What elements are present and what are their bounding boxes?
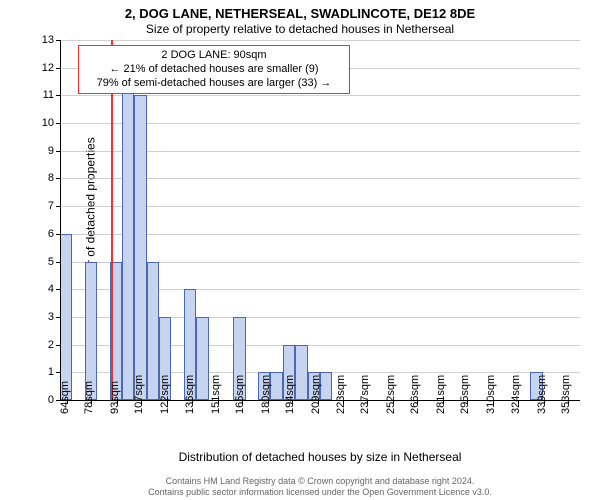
y-tick-label: 10	[14, 117, 54, 129]
footer-attribution: Contains HM Land Registry data © Crown c…	[60, 476, 580, 498]
annotation-line-1: 2 DOG LANE: 90sqm	[87, 49, 341, 63]
y-axis-line	[60, 40, 61, 400]
gridline	[60, 40, 580, 41]
y-tick-label: 12	[14, 62, 54, 74]
histogram-bar	[295, 345, 307, 400]
histogram-bar	[134, 95, 146, 400]
y-tick-label: 11	[14, 89, 54, 101]
reference-annotation-box: 2 DOG LANE: 90sqm ← 21% of detached hous…	[78, 45, 350, 94]
y-tick-label: 4	[14, 283, 54, 295]
histogram-bar	[60, 234, 72, 400]
x-axis-title: Distribution of detached houses by size …	[60, 450, 580, 464]
y-tick-label: 13	[14, 34, 54, 46]
footer-line-1: Contains HM Land Registry data © Crown c…	[166, 476, 475, 486]
annotation-line-2: ← 21% of detached houses are smaller (9)	[87, 63, 341, 77]
histogram-bar	[270, 372, 282, 400]
property-size-chart: 2, DOG LANE, NETHERSEAL, SWADLINCOTE, DE…	[0, 0, 600, 500]
chart-subtitle: Size of property relative to detached ho…	[0, 22, 600, 36]
y-tick-label: 5	[14, 256, 54, 268]
y-tick-label: 1	[14, 366, 54, 378]
histogram-bar	[122, 68, 134, 400]
histogram-bar	[85, 262, 97, 400]
y-tick-label: 0	[14, 394, 54, 406]
y-tick-label: 9	[14, 145, 54, 157]
y-tick-label: 8	[14, 172, 54, 184]
histogram-bar	[196, 317, 208, 400]
y-tick-label: 7	[14, 200, 54, 212]
y-tick-label: 2	[14, 339, 54, 351]
histogram-bar	[147, 262, 159, 400]
y-tick-label: 6	[14, 228, 54, 240]
footer-line-2: Contains public sector information licen…	[148, 487, 492, 497]
annotation-line-3: 79% of semi-detached houses are larger (…	[87, 77, 341, 91]
x-axis-line	[60, 400, 580, 401]
chart-title-address: 2, DOG LANE, NETHERSEAL, SWADLINCOTE, DE…	[0, 6, 600, 21]
y-tick-label: 3	[14, 311, 54, 323]
